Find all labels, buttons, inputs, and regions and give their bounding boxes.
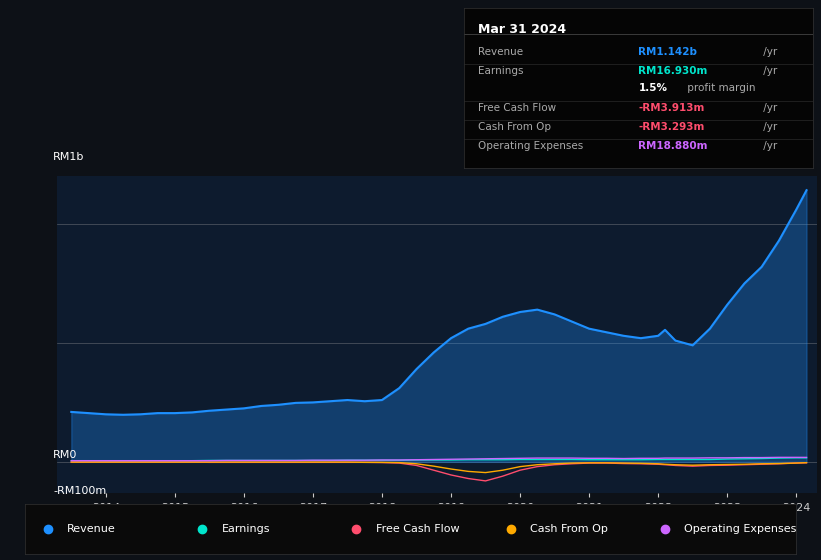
Text: Operating Expenses: Operating Expenses	[478, 141, 583, 151]
Text: RM18.880m: RM18.880m	[639, 141, 708, 151]
Text: Earnings: Earnings	[222, 524, 270, 534]
Text: Operating Expenses: Operating Expenses	[685, 524, 797, 534]
Text: profit margin: profit margin	[684, 83, 755, 94]
Text: Revenue: Revenue	[67, 524, 116, 534]
Text: Free Cash Flow: Free Cash Flow	[376, 524, 460, 534]
Text: RM1.142b: RM1.142b	[639, 46, 697, 57]
Text: /yr: /yr	[760, 102, 777, 113]
Text: Cash From Op: Cash From Op	[530, 524, 608, 534]
Text: /yr: /yr	[760, 46, 777, 57]
Text: RM16.930m: RM16.930m	[639, 66, 708, 76]
Text: /yr: /yr	[760, 66, 777, 76]
Text: /yr: /yr	[760, 141, 777, 151]
Text: Free Cash Flow: Free Cash Flow	[478, 102, 556, 113]
Text: -RM3.293m: -RM3.293m	[639, 122, 704, 132]
Text: Revenue: Revenue	[478, 46, 523, 57]
Text: RM0: RM0	[53, 450, 78, 460]
Text: /yr: /yr	[760, 122, 777, 132]
Text: -RM3.913m: -RM3.913m	[639, 102, 704, 113]
Text: Earnings: Earnings	[478, 66, 523, 76]
Text: RM1b: RM1b	[53, 152, 85, 162]
Text: 1.5%: 1.5%	[639, 83, 667, 94]
Text: Cash From Op: Cash From Op	[478, 122, 551, 132]
Text: -RM100m: -RM100m	[53, 486, 107, 496]
Text: Mar 31 2024: Mar 31 2024	[478, 23, 566, 36]
